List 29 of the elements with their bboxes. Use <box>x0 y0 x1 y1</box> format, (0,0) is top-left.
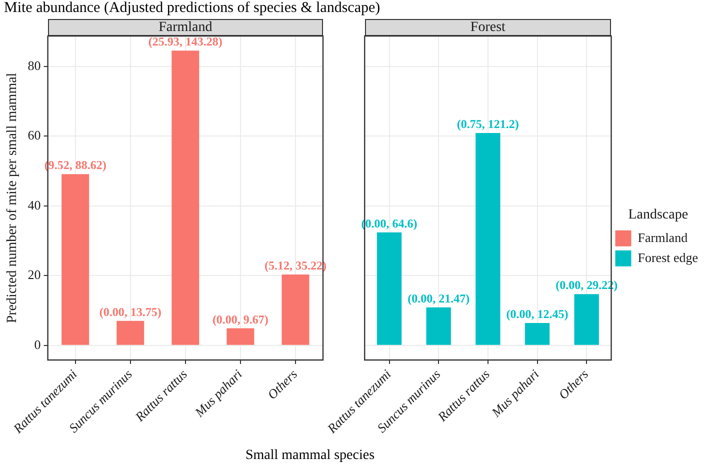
y-tick-label: 60 <box>28 128 41 143</box>
bar <box>376 232 402 345</box>
bar <box>226 328 254 345</box>
bar <box>574 294 599 345</box>
bar <box>116 320 144 345</box>
chart-subtitle: Forest <box>364 19 612 36</box>
data-label: (0.00, 21.47) <box>408 291 470 306</box>
legend-label: Forest edge <box>638 250 698 265</box>
bar <box>524 323 550 345</box>
bar <box>172 50 200 345</box>
data-label: (0.75, 121.2) <box>456 117 519 132</box>
y-tick-label: 40 <box>28 197 41 212</box>
data-label: (0.00, 9.67) <box>212 312 268 326</box>
data-label: (0.00, 12.45) <box>506 307 568 322</box>
data-label: (25.93, 143.28) <box>148 34 222 49</box>
y-axis-title: Predicted number of mite per small mammal <box>5 72 20 324</box>
bar <box>426 307 451 345</box>
chart-subtitle: Farmland <box>48 19 323 36</box>
bar <box>62 174 90 345</box>
chart-title: Mite abundance (Adjusted predictions of species & landscape) <box>4 0 380 17</box>
y-tick-label: 80 <box>28 58 41 73</box>
bar <box>476 132 500 345</box>
y-tick-label: 20 <box>28 267 41 282</box>
y-tick-label: 0 <box>34 336 41 352</box>
x-axis-title: Small mammal species <box>244 448 376 464</box>
bar <box>282 274 310 345</box>
legend-title: Landscape <box>628 207 688 222</box>
data-label: (0.00, 13.75) <box>99 305 162 320</box>
legend-label: Farmland <box>638 230 688 245</box>
